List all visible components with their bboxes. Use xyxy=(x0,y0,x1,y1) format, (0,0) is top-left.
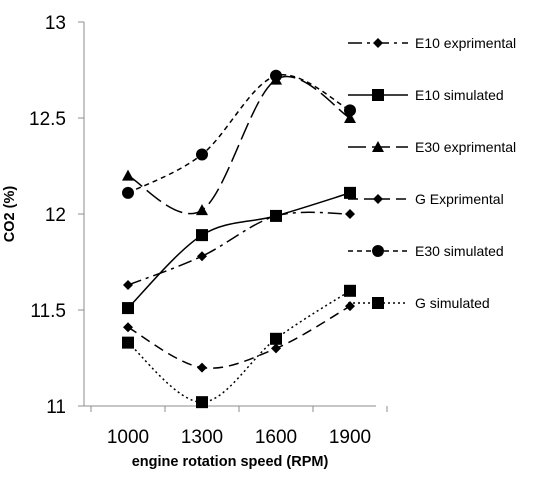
legend-marker xyxy=(373,38,383,48)
data-point-e30-simulated xyxy=(344,104,356,117)
data-point-e10-exprimental xyxy=(123,280,133,291)
data-point-g-simulated xyxy=(122,336,134,349)
data-point-g-exprimental xyxy=(345,301,355,312)
x-tick-label: 1300 xyxy=(181,427,223,448)
legend-item-g-simulated: G simulated xyxy=(348,295,490,311)
legend-marker xyxy=(372,245,384,257)
legend-item-e10-exprimental: E10 exprimental xyxy=(348,35,516,51)
legend-label: E30 simulated xyxy=(415,243,504,259)
data-point-e30-simulated xyxy=(122,186,134,199)
data-point-e10-simulated xyxy=(344,186,356,199)
plot-area: 1000 1300 1600 1900 11 11.5 12 12.5 13 xyxy=(29,13,388,448)
series-line-e10-simulated xyxy=(127,192,351,309)
y-tick-label: 11 xyxy=(46,397,66,418)
data-point-e30-exprimental xyxy=(196,204,208,216)
legend-item-e30-exprimental: E30 exprimental xyxy=(348,139,516,155)
series-line-e30-exprimental xyxy=(127,76,351,215)
x-tick-label: 1600 xyxy=(255,427,297,448)
legend-marker xyxy=(372,141,384,152)
data-point-e10-simulated xyxy=(196,229,208,242)
data-point-e30-simulated xyxy=(196,148,208,161)
legend: E10 exprimental E10 simulated E30 exprimen… xyxy=(348,35,516,311)
series-line-g-exprimental xyxy=(127,305,351,369)
y-tick-label: 11.5 xyxy=(30,301,66,322)
data-point-g-exprimental xyxy=(271,343,281,354)
data-point-g-simulated xyxy=(270,332,282,345)
x-tick-label: 1900 xyxy=(329,427,371,448)
x-axis-title: engine rotation speed (RPM) xyxy=(132,454,329,470)
y-ticks: 11 11.5 12 12.5 13 xyxy=(29,13,84,418)
series-line-e30-simulated xyxy=(127,74,351,194)
series-lines xyxy=(127,74,351,403)
data-point-e10-exprimental xyxy=(197,251,207,262)
legend-item-e30-simulated: E30 simulated xyxy=(348,243,504,259)
legend-marker xyxy=(372,89,384,101)
data-point-g-simulated xyxy=(344,284,356,297)
x-tick-label: 1000 xyxy=(107,427,149,448)
legend-label: E30 exprimental xyxy=(415,139,516,155)
legend-item-g-exprimental: G Exprimental xyxy=(348,191,504,207)
legend-label: G simulated xyxy=(415,295,490,311)
y-tick-label: 12.5 xyxy=(29,109,66,130)
y-axis-title: CO2 (%) xyxy=(2,186,18,243)
data-point-g-exprimental xyxy=(123,322,133,333)
series-markers xyxy=(122,69,356,409)
data-point-e10-simulated xyxy=(270,209,282,222)
y-tick-label: 12 xyxy=(45,205,66,226)
data-point-e30-simulated xyxy=(270,69,282,82)
legend-item-e10-simulated: E10 simulated xyxy=(348,87,504,103)
data-point-e10-simulated xyxy=(122,302,134,315)
legend-marker xyxy=(373,194,383,204)
data-point-e30-exprimental xyxy=(122,169,134,181)
data-point-g-exprimental xyxy=(197,362,207,373)
legend-label: E10 simulated xyxy=(415,87,504,103)
series-line-e10-exprimental xyxy=(127,211,351,286)
legend-label: E10 exprimental xyxy=(415,35,516,51)
legend-marker xyxy=(372,297,384,309)
series-line-g-simulated xyxy=(127,290,351,403)
data-point-e10-exprimental xyxy=(345,209,355,219)
data-point-e30-exprimental xyxy=(344,112,356,123)
y-tick-label: 13 xyxy=(45,13,66,34)
x-ticks: 1000 1300 1600 1900 xyxy=(90,406,388,448)
data-point-g-simulated xyxy=(196,396,208,409)
legend-label: G Exprimental xyxy=(415,191,504,207)
